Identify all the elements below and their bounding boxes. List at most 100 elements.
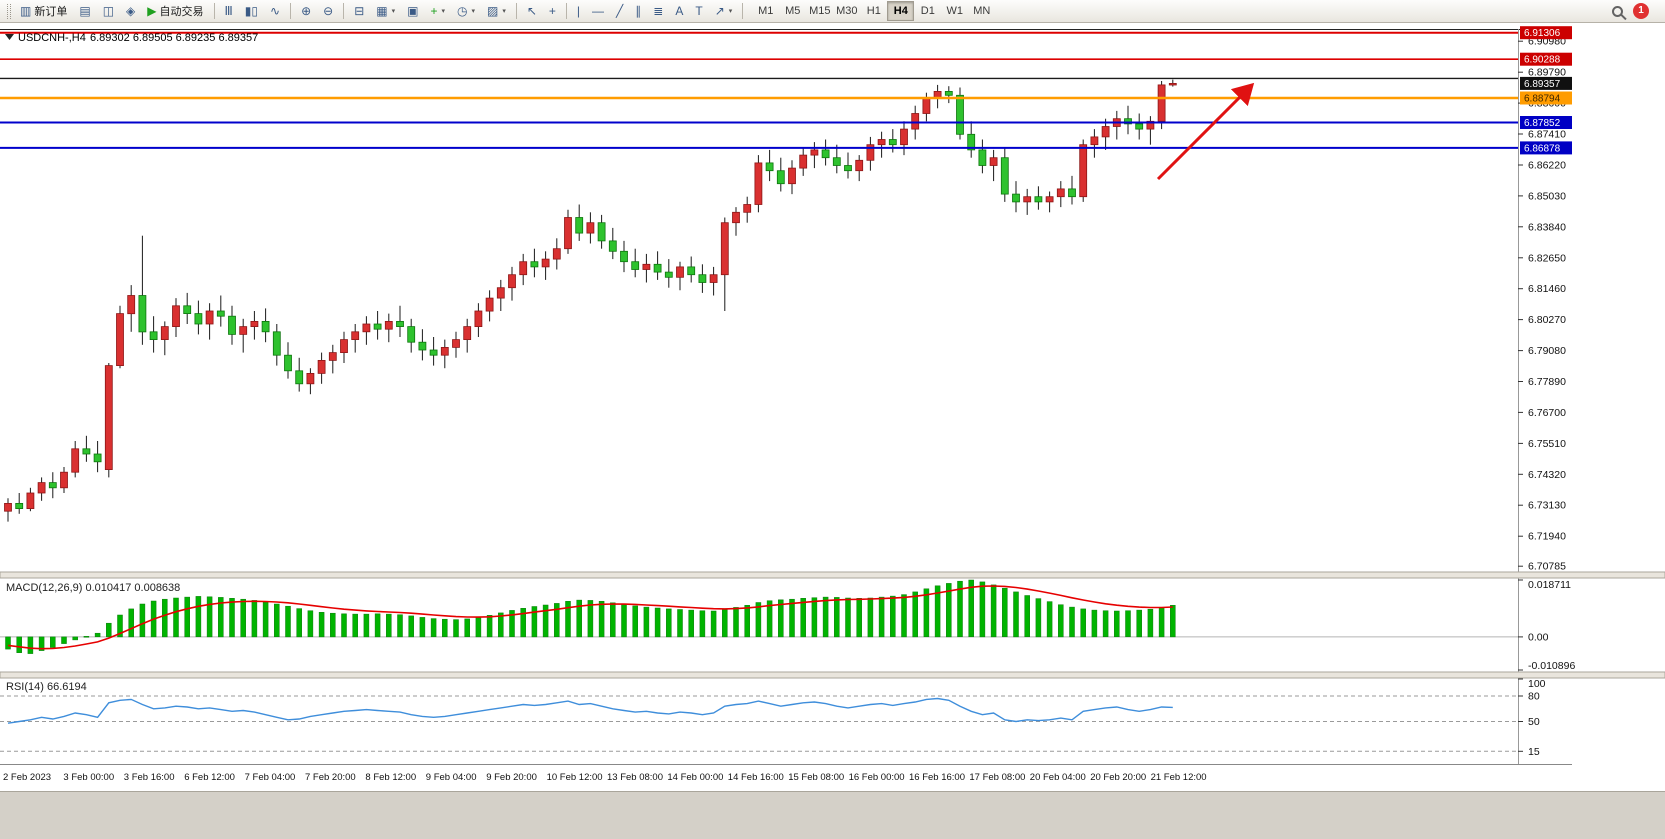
candle-body [967,133,976,151]
search-icon[interactable] [1612,5,1623,17]
chart-ohlc-values: 6.89302 6.89505 6.89235 6.89357 [90,32,258,44]
arrow-tools-icon: ↗ [714,4,725,18]
panel-sash-rsi[interactable] [0,671,1665,679]
channel-button[interactable]: ∥ [630,1,646,21]
periods-button[interactable]: ◷ ▾ [452,1,480,21]
new-chart-icon: ▦ [376,4,388,18]
notification-badge[interactable]: 1 [1633,3,1649,19]
time-axis-area[interactable] [0,765,1518,789]
support-line-blue-lower-badge-label: 6.86878 [1524,143,1561,154]
candle-body [664,271,673,278]
bid-price-badge [1520,76,1572,90]
candle-body [160,326,169,341]
crosshair-button[interactable]: + [544,1,561,21]
macd-histogram-bar [1147,608,1154,638]
label-button[interactable]: T [690,1,707,21]
time-axis-label: 3 Feb 16:00 [124,772,175,783]
candle-body [250,320,259,327]
price-axis-label: 6.71940 [1528,531,1566,543]
panel-sash-macd[interactable] [0,571,1665,579]
candle-body [328,352,337,361]
candle-body [709,274,718,283]
trend-arrow-annotation[interactable] [1156,82,1255,181]
price-axis-label: 6.87410 [1528,129,1566,141]
bars-chart-button[interactable]: Ⅲ [220,1,238,21]
timeframe-m1-button[interactable]: M1 [752,1,779,21]
cascade-windows-button[interactable]: ▣ [402,1,423,21]
candle-body [1135,123,1144,130]
timeframe-m30-button[interactable]: M30 [833,1,860,21]
macd-histogram-bar [565,601,571,638]
macd-histogram-bar [621,604,627,638]
zoom-out-button[interactable]: ⊖ [318,1,338,21]
candle-body [855,159,864,172]
zoom-in-button[interactable]: ⊕ [296,1,316,21]
macd-label: MACD(12,26,9) 0.010417 0.008638 [6,582,180,594]
arrow-tools-button[interactable]: ↗ ▾ [710,1,738,21]
candle-body [149,331,158,340]
new-chart-button[interactable]: ▦ ▾ [371,1,400,21]
macd-axis-label: 0.018711 [1528,579,1571,591]
timeframe-h4-button[interactable]: H4 [887,1,915,21]
macd-histogram-bar [688,609,694,638]
candle-body [575,217,584,234]
templates-icon: ▨ [486,4,499,18]
horizontal-line-button[interactable]: — [587,1,609,21]
timeframe-m15-button[interactable]: M15 [806,1,833,21]
candle-body [463,326,472,341]
candle-body [1045,196,1054,203]
trendline-button[interactable]: ╱ [611,1,628,21]
candle-body [93,453,102,463]
timeframe-d1-button[interactable]: D1 [914,1,941,21]
timeframe-w1-button[interactable]: W1 [941,1,968,21]
tile-windows-button[interactable]: ⊟ [349,1,369,21]
text-button[interactable]: A [670,1,688,21]
new-order-button[interactable]: ▥ 新订单 [15,1,72,21]
data-window-button[interactable]: ◫ [98,1,119,21]
cursor-button[interactable]: ↖ [522,1,542,21]
candle-body [1157,84,1166,122]
candle-body [1090,136,1099,146]
candle-body [508,274,516,289]
timeframe-h1-button[interactable]: H1 [860,1,887,21]
macd-histogram-bar [83,636,90,638]
macd-histogram-bar [218,597,224,638]
candle-body [900,128,908,146]
chart-canvas[interactable]: 6.909806.897906.886006.874106.862206.850… [0,23,1665,791]
candle-body [1023,196,1032,203]
time-axis-label: 6 Feb 12:00 [184,772,235,783]
candle-body [474,310,483,328]
pivot-line-orange-badge [1520,91,1572,105]
timeframe-m5-button[interactable]: M5 [779,1,806,21]
toolbar-buttons: ▥ 新订单 ▤ ◫ ◈ ▶ 自动交易 Ⅲ ▮▯ ∿ ⊕ ⊖ ⊟ ▦ ▾ ▣ + ▾ ◷ ▾ ▨ ▾ ↖ + | — ╱ ∥ ≣ A T ↗ ▾ [4,0,747,22]
channel-icon: ∥ [635,4,642,18]
macd-histogram-bar [1013,591,1019,638]
navigator-button[interactable]: ◈ [121,1,140,21]
auto-trading-button[interactable]: ▶ 自动交易 [142,1,208,21]
auto-trading-icon: ▶ [147,4,157,18]
support-line-blue-upper-badge-label: 6.87852 [1524,118,1561,129]
zoom-out-icon: ⊖ [323,4,334,18]
price-axis-label: 6.74320 [1528,469,1566,481]
vertical-line-icon: | [576,4,581,18]
templates-button[interactable]: ▨ ▾ [482,1,511,21]
candle-body [676,266,684,278]
chart-collapse-icon[interactable] [5,34,14,40]
market-watch-button[interactable]: ▤ [74,1,95,21]
macd-histogram-bar [72,636,78,641]
vertical-line-button[interactable]: | [572,1,585,21]
timeframe-mn-button[interactable]: MN [968,1,995,21]
line-chart-button[interactable]: ∿ [265,1,285,21]
fibonacci-button[interactable]: ≣ [648,1,668,21]
chart-plot-area[interactable] [0,29,1518,571]
price-axis-area[interactable] [1519,29,1665,764]
indicators-button[interactable]: + ▾ [425,1,450,21]
macd-histogram-bar [968,579,974,638]
candlestick-chart-button[interactable]: ▮▯ [240,1,263,21]
macd-histogram-bar [16,636,22,653]
bars-chart-icon: Ⅲ [224,4,233,18]
window-bottom-strip [0,791,1665,839]
macd-histogram-bar [666,608,672,638]
candle-body [396,320,404,327]
macd-histogram-bar [576,599,582,638]
